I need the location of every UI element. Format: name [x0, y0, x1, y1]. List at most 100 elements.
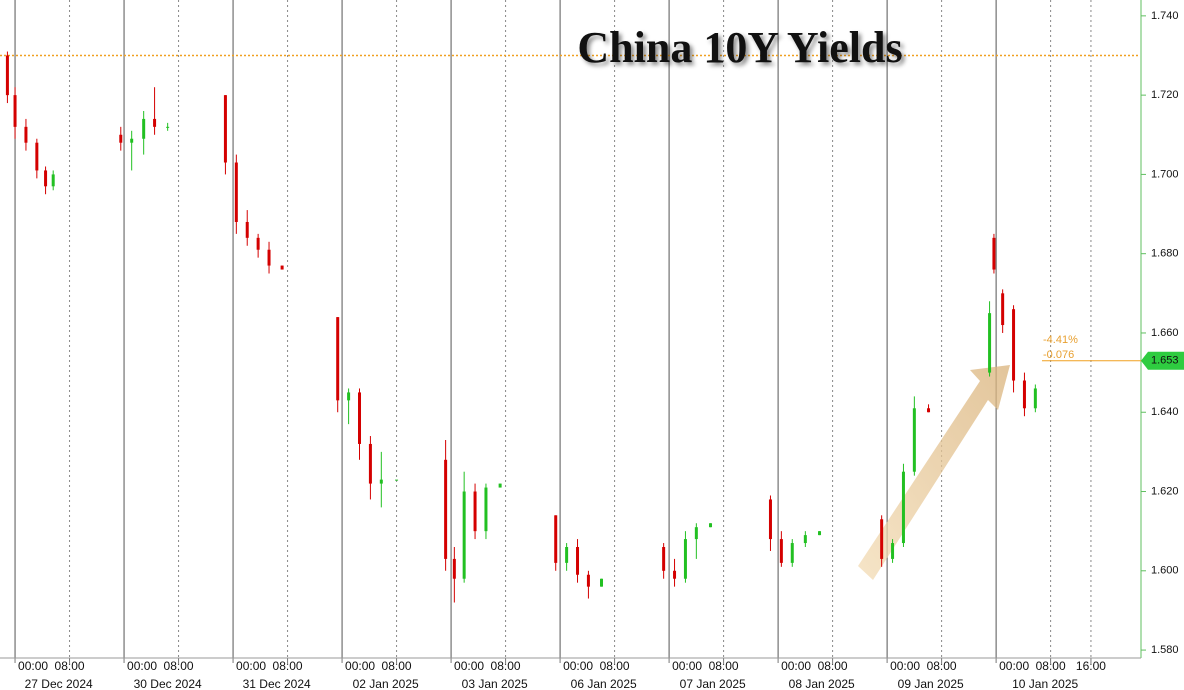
x-date-label: 10 Jan 2025	[1012, 677, 1078, 690]
x-date-label: 08 Jan 2025	[789, 677, 855, 690]
candle-body	[790, 543, 794, 563]
x-tick-label: 08:00	[55, 659, 85, 673]
chart-title: China 10Y Yields	[577, 23, 902, 72]
x-tick-label: 08:00	[382, 659, 412, 673]
x-tick-label: 08:00	[1036, 659, 1066, 673]
candle-body	[444, 459, 448, 559]
annotation: -0.076	[1043, 349, 1074, 361]
grid	[0, 0, 1146, 663]
candle-body	[13, 95, 17, 127]
x-tick-label: 00:00	[18, 659, 48, 673]
candle-body	[927, 408, 931, 413]
candle-body	[223, 95, 227, 163]
trend-arrow	[858, 365, 1010, 580]
x-tick-label: 00:00	[563, 659, 593, 673]
last-value-box	[1141, 351, 1184, 370]
candle-body	[818, 531, 822, 536]
x-date-label: 06 Jan 2025	[571, 677, 637, 690]
x-tick-label: 00:00	[890, 659, 920, 673]
candle-body	[992, 237, 996, 270]
candle-body	[280, 265, 284, 270]
candle-body	[880, 519, 884, 559]
candle-body	[245, 221, 249, 238]
x-date-label: 31 Dec 2024	[243, 677, 311, 690]
candle-body	[1012, 309, 1016, 381]
candle-body	[166, 126, 170, 128]
x-tick-label: 00:00	[781, 659, 811, 673]
x-date-label: 07 Jan 2025	[680, 677, 746, 690]
candle-body	[473, 491, 477, 532]
y-tick-label: 1.580	[1151, 644, 1179, 656]
candle-body	[565, 547, 569, 563]
y-tick-label: 1.620	[1151, 485, 1179, 497]
candle-body	[673, 570, 677, 579]
x-date-label: 09 Jan 2025	[898, 677, 964, 690]
candle-body	[51, 174, 55, 187]
candle-body	[130, 138, 134, 143]
candle-body	[600, 578, 604, 587]
x-tick-label: 08:00	[927, 659, 957, 673]
candle-body	[336, 317, 340, 401]
candle-body	[358, 392, 362, 444]
y-tick-label: 1.640	[1151, 406, 1179, 418]
x-date-label: 30 Dec 2024	[134, 677, 202, 690]
candle-body	[395, 479, 399, 481]
candle-body	[44, 170, 48, 187]
candle-body	[1022, 380, 1026, 409]
candle-body	[256, 237, 260, 250]
candle-body	[1001, 293, 1005, 326]
candle-body	[988, 313, 992, 373]
candle-body	[662, 547, 666, 571]
x-date-label: 27 Dec 2024	[25, 677, 93, 690]
candle-body	[768, 499, 772, 540]
y-tick-label: 1.720	[1151, 89, 1179, 101]
x-tick-label: 08:00	[818, 659, 848, 673]
candle-body	[24, 126, 28, 143]
candle-body	[153, 118, 157, 127]
candle-body	[498, 483, 502, 488]
x-tick-label: 00:00	[999, 659, 1029, 673]
candle-body	[35, 142, 39, 171]
candle-body	[452, 558, 456, 579]
x-tick-label: 00:00	[127, 659, 157, 673]
x-tick-label: 08:00	[164, 659, 194, 673]
candles	[5, 51, 1037, 603]
y-tick-label: 1.740	[1151, 10, 1179, 22]
candle-body	[779, 539, 783, 563]
candle-body	[709, 523, 713, 528]
y-tick-label: 1.680	[1151, 248, 1179, 260]
candle-body	[803, 535, 807, 544]
x-date-label: 02 Jan 2025	[353, 677, 419, 690]
x-date-label: 03 Jan 2025	[462, 677, 528, 690]
x-tick-label: 00:00	[672, 659, 702, 673]
candle-body	[267, 249, 271, 266]
y-tick-label: 1.700	[1151, 168, 1179, 180]
candle-body	[368, 443, 372, 484]
x-tick-label: 16:00	[1076, 659, 1106, 673]
candle-body	[119, 134, 123, 143]
x-tick-label: 00:00	[345, 659, 375, 673]
candle-body	[891, 543, 895, 559]
candle-body	[901, 471, 905, 544]
x-tick-label: 08:00	[491, 659, 521, 673]
candle-body	[912, 408, 916, 472]
candle-body	[586, 574, 590, 587]
x-tick-label: 00:00	[236, 659, 266, 673]
candle-body	[484, 487, 488, 532]
candle-body	[683, 539, 687, 579]
x-tick-label: 08:00	[600, 659, 630, 673]
y-tick-label: 1.600	[1151, 565, 1179, 577]
candle-body	[554, 515, 558, 563]
candle-body	[347, 392, 351, 401]
candle-body	[379, 479, 383, 484]
x-tick-label: 00:00	[454, 659, 484, 673]
candle-body	[694, 527, 698, 540]
last-value-label: 1.653	[1151, 355, 1179, 367]
x-tick-label: 08:00	[709, 659, 739, 673]
y-tick-label: 1.660	[1151, 327, 1179, 339]
annotation: -4.41%	[1043, 334, 1078, 346]
candle-body	[234, 162, 238, 222]
candle-body	[142, 118, 146, 139]
candle-body	[1033, 388, 1037, 409]
